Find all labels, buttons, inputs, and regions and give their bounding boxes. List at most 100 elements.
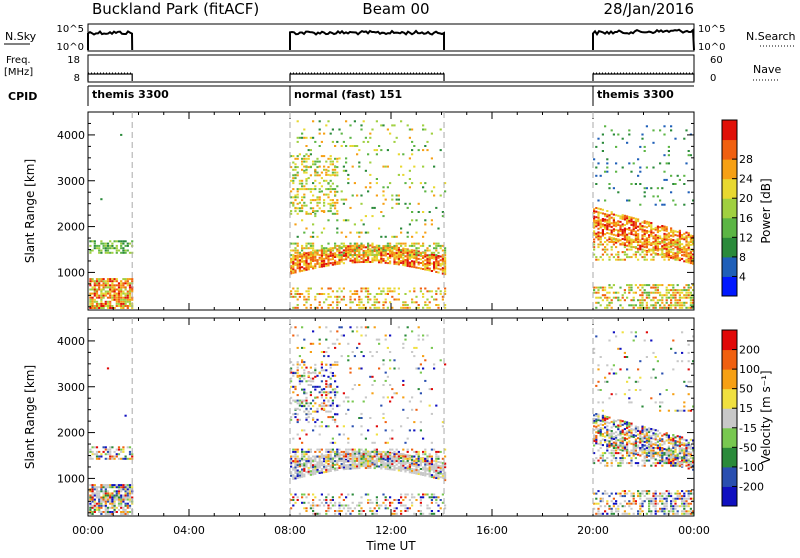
power-cell — [683, 251, 685, 253]
power-cell — [367, 259, 369, 261]
power-cell — [624, 292, 626, 294]
power-cell — [327, 183, 329, 185]
velocity-cell — [393, 499, 395, 501]
power-cell — [305, 169, 307, 171]
power-cell — [92, 280, 94, 282]
power-cell — [356, 304, 358, 306]
power-cell — [615, 229, 617, 231]
velocity-cell — [433, 471, 435, 473]
power-cell — [624, 219, 626, 221]
velocity-cell — [608, 442, 610, 444]
velocity-cell — [352, 466, 354, 468]
power-cell — [597, 287, 599, 289]
velocity-cell — [435, 405, 437, 407]
power-cell — [683, 246, 685, 248]
velocity-cell — [440, 469, 442, 471]
power-cell — [387, 166, 389, 168]
power-cell — [330, 161, 332, 163]
power-cell — [670, 246, 672, 248]
velocity-cell — [301, 429, 303, 431]
power-cell — [321, 260, 323, 262]
power-cell — [652, 235, 654, 237]
power-cell — [100, 307, 102, 309]
power-cell — [679, 299, 681, 301]
velocity-cell — [330, 470, 332, 472]
velocity-cell — [374, 467, 376, 469]
velocity-cell — [411, 472, 413, 474]
velocity-cell — [358, 467, 360, 469]
power-cell — [294, 166, 296, 168]
power-cell — [433, 258, 435, 260]
power-cell — [305, 153, 307, 155]
power-cell — [652, 142, 654, 144]
velocity-cell — [312, 472, 314, 474]
power-cell — [652, 246, 654, 248]
power-cell — [655, 302, 657, 304]
power-cell — [319, 182, 321, 184]
power-cell — [402, 248, 404, 250]
velocity-cell — [92, 451, 94, 453]
velocity-cell — [98, 490, 100, 492]
velocity-cell — [92, 458, 94, 460]
power-cell — [316, 166, 318, 168]
power-cell — [334, 252, 336, 254]
velocity-cell — [301, 359, 303, 361]
power-cell — [308, 257, 310, 259]
power-cell — [299, 261, 301, 263]
power-cell — [314, 260, 316, 262]
power-cell — [672, 254, 674, 256]
power-cell — [606, 254, 608, 256]
velocity-cell — [305, 464, 307, 466]
velocity-cell — [435, 462, 437, 464]
power-cell — [635, 220, 637, 222]
power-cell — [413, 145, 415, 147]
velocity-cell — [330, 397, 332, 399]
velocity-cell — [429, 507, 431, 509]
velocity-cell — [314, 386, 316, 388]
power-cell — [663, 244, 665, 246]
power-cell — [679, 233, 681, 235]
power-cell — [666, 299, 668, 301]
power-cell — [600, 244, 602, 246]
velocity-cell — [299, 464, 301, 466]
power-cell — [398, 195, 400, 197]
power-cell — [633, 217, 635, 219]
velocity-cell — [600, 505, 602, 507]
velocity-cell — [385, 462, 387, 464]
velocity-cell — [429, 405, 431, 407]
power-cell — [341, 290, 343, 292]
power-cell — [657, 241, 659, 243]
velocity-cell — [400, 468, 402, 470]
velocity-cell — [100, 497, 102, 499]
velocity-cell — [316, 463, 318, 465]
power-cell — [639, 167, 641, 169]
power-cell — [129, 278, 131, 280]
velocity-cell — [595, 385, 597, 387]
power-cell — [633, 230, 635, 232]
power-cell — [630, 239, 632, 241]
nave-tick-bottom: 0 — [710, 73, 716, 84]
power-cell — [635, 254, 637, 256]
velocity-cell — [371, 355, 373, 357]
power-cell — [630, 246, 632, 248]
velocity-cell — [325, 499, 327, 501]
velocity-cell — [435, 453, 437, 455]
velocity-cell — [398, 468, 400, 470]
power-cell — [382, 250, 384, 252]
power-cell — [345, 170, 347, 172]
velocity-cell — [420, 463, 422, 465]
power-cell — [411, 129, 413, 131]
velocity-cell — [393, 458, 395, 460]
velocity-cell — [100, 501, 102, 503]
power-cell — [429, 257, 431, 259]
power-cell — [109, 280, 111, 282]
power-cell — [604, 200, 606, 202]
power-cell — [683, 183, 685, 185]
power-cell — [389, 255, 391, 257]
power-cell — [336, 261, 338, 263]
velocity-cell — [402, 380, 404, 382]
power-cell — [114, 299, 116, 301]
power-cell — [385, 199, 387, 201]
power-cell — [120, 284, 122, 286]
power-cell — [630, 183, 632, 185]
